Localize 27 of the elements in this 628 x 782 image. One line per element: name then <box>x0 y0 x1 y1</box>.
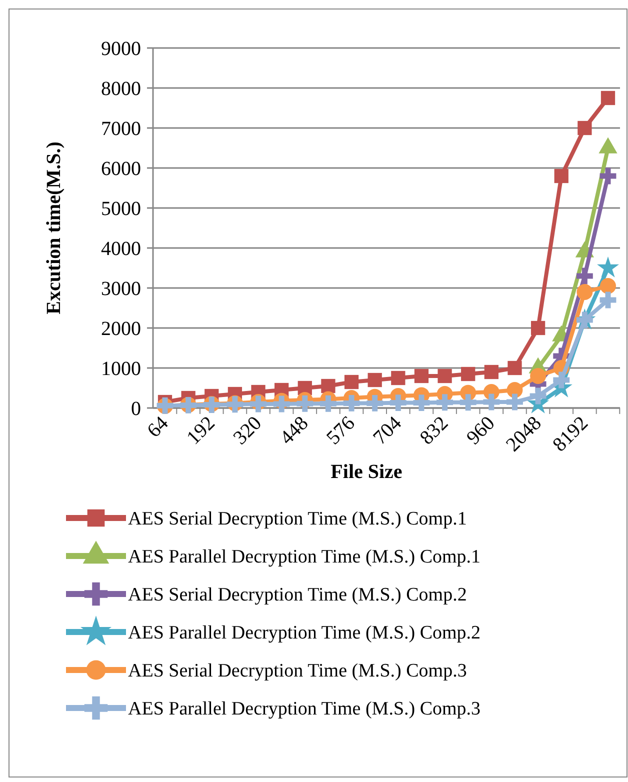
y-tick-label: 7000 <box>101 118 141 140</box>
x-tick-label: 320 <box>229 412 266 449</box>
x-tick-label: 448 <box>276 412 313 449</box>
x-tick-label: 64 <box>143 412 173 442</box>
legend-label: AES Serial Decryption Time (M.S.) Comp.3 <box>128 660 467 682</box>
legend-label: AES Parallel Decryption Time (M.S.) Comp.3 <box>128 698 481 720</box>
y-tick-label: 2000 <box>101 318 141 340</box>
legend-label: AES Serial Decryption Time (M.S.) Comp.2 <box>128 584 467 606</box>
y-tick-label: 6000 <box>101 158 141 180</box>
y-tick-label: 8000 <box>101 78 141 100</box>
y-tick-label: 4000 <box>101 238 141 260</box>
x-axis-title: File Size <box>330 461 402 483</box>
x-tick-label: 192 <box>182 412 220 449</box>
y-tick-label: 1000 <box>101 358 141 380</box>
y-tick-label: 0 <box>131 398 141 420</box>
y-tick-label: 9000 <box>101 38 141 60</box>
legend-label: AES Parallel Decryption Time (M.S.) Comp.1 <box>128 546 481 568</box>
legend-label: AES Serial Decryption Time (M.S.) Comp.1 <box>128 508 467 530</box>
legend-label: AES Parallel Decryption Time (M.S.) Comp.2 <box>128 622 481 644</box>
x-tick-label: 960 <box>462 412 500 449</box>
x-tick-label: 832 <box>416 412 453 449</box>
x-tick-label: 704 <box>369 412 406 449</box>
y-axis-title: Excution time(M.S.) <box>43 142 65 314</box>
x-tick-label: 8192 <box>548 412 592 456</box>
x-tick-label: 576 <box>322 412 360 449</box>
y-tick-label: 5000 <box>101 198 141 220</box>
y-tick-label: 3000 <box>101 278 141 300</box>
